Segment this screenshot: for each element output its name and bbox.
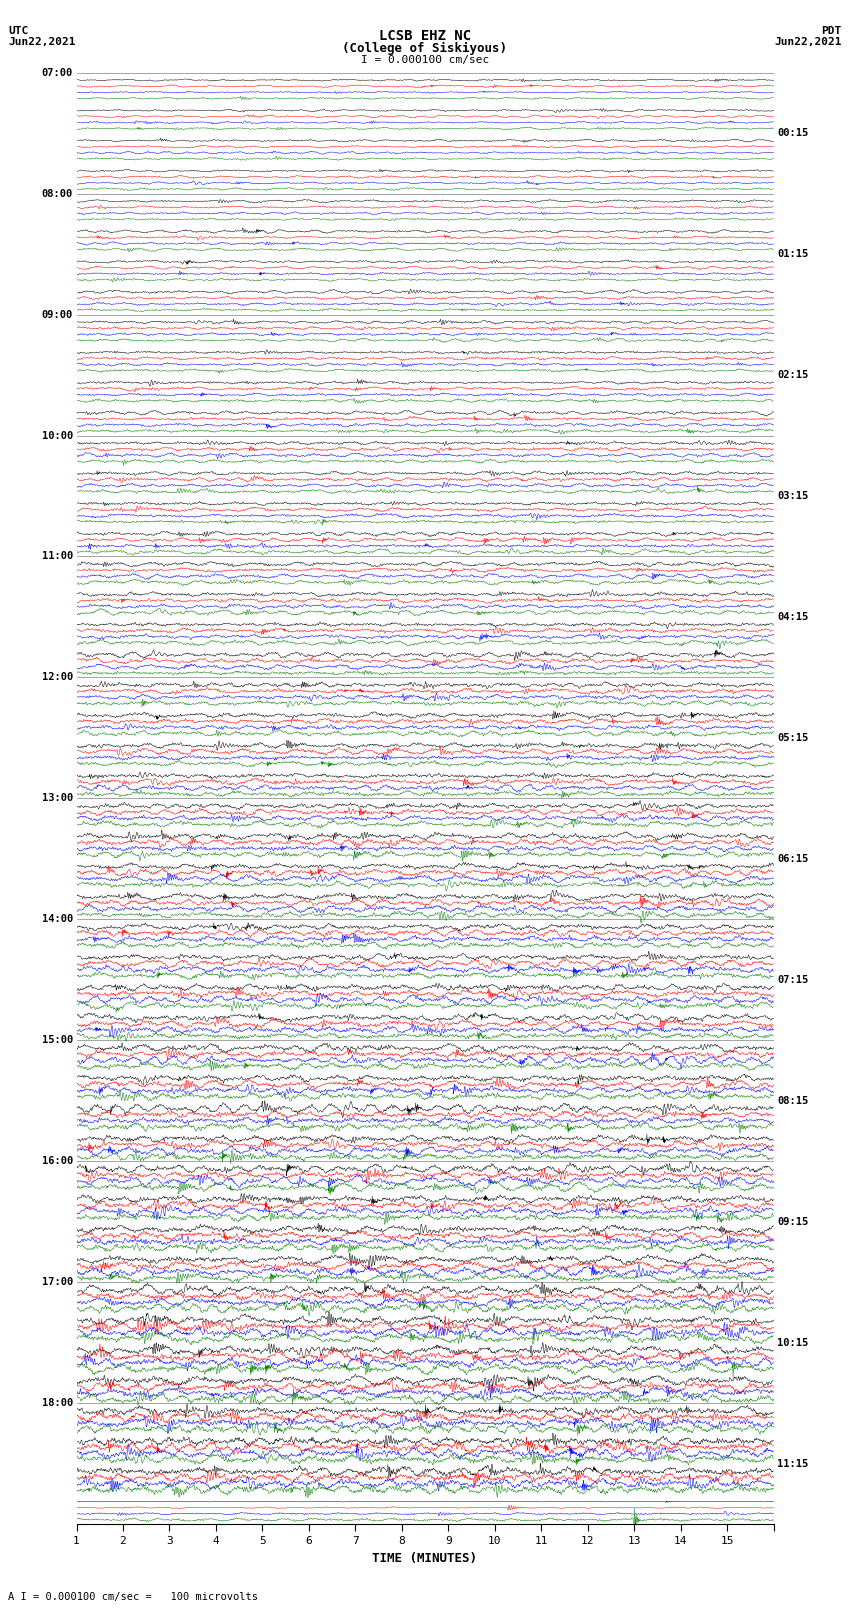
Text: 02:15: 02:15 — [777, 369, 808, 381]
Text: 10:15: 10:15 — [777, 1337, 808, 1348]
Text: 18:00: 18:00 — [42, 1398, 73, 1408]
Text: (College of Siskiyous): (College of Siskiyous) — [343, 42, 507, 55]
Text: UTC: UTC — [8, 26, 29, 35]
Text: Jun22,2021: Jun22,2021 — [774, 37, 842, 47]
Text: 09:00: 09:00 — [42, 310, 73, 319]
Text: 12:00: 12:00 — [42, 673, 73, 682]
Text: 00:15: 00:15 — [777, 127, 808, 139]
Text: 13:00: 13:00 — [42, 794, 73, 803]
Text: 16:00: 16:00 — [42, 1157, 73, 1166]
Text: 17:00: 17:00 — [42, 1277, 73, 1287]
X-axis label: TIME (MINUTES): TIME (MINUTES) — [372, 1552, 478, 1565]
Text: 07:15: 07:15 — [777, 974, 808, 986]
Text: 11:15: 11:15 — [777, 1458, 808, 1469]
Text: 04:15: 04:15 — [777, 611, 808, 623]
Text: 10:00: 10:00 — [42, 431, 73, 440]
Text: Jun22,2021: Jun22,2021 — [8, 37, 76, 47]
Text: LCSB EHZ NC: LCSB EHZ NC — [379, 29, 471, 44]
Text: A I = 0.000100 cm/sec =   100 microvolts: A I = 0.000100 cm/sec = 100 microvolts — [8, 1592, 258, 1602]
Text: 07:00: 07:00 — [42, 68, 73, 77]
Text: I = 0.000100 cm/sec: I = 0.000100 cm/sec — [361, 55, 489, 65]
Text: 14:00: 14:00 — [42, 915, 73, 924]
Text: 01:15: 01:15 — [777, 248, 808, 260]
Text: 08:00: 08:00 — [42, 189, 73, 198]
Text: 09:15: 09:15 — [777, 1216, 808, 1227]
Text: 06:15: 06:15 — [777, 853, 808, 865]
Text: PDT: PDT — [821, 26, 842, 35]
Text: 03:15: 03:15 — [777, 490, 808, 502]
Text: 05:15: 05:15 — [777, 732, 808, 744]
Text: 11:00: 11:00 — [42, 552, 73, 561]
Text: 15:00: 15:00 — [42, 1036, 73, 1045]
Text: 08:15: 08:15 — [777, 1095, 808, 1107]
